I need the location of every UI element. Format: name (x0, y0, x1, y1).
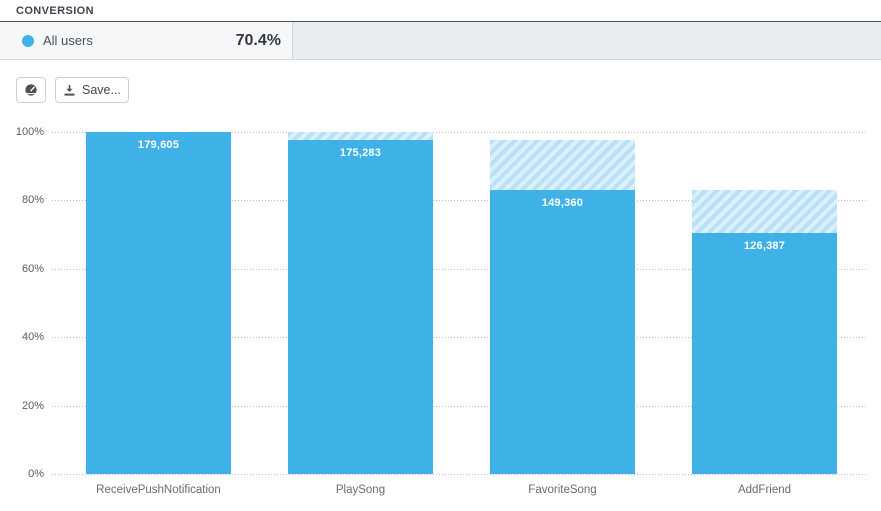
bar-value-label-AddFriend: 126,387 (743, 240, 786, 253)
bar-AddFriend[interactable] (692, 233, 837, 474)
gauge-icon (24, 83, 38, 97)
gridline-20% (52, 405, 866, 407)
bar-FavoriteSong[interactable] (490, 189, 635, 474)
y-axis-tick-20%: 20% (21, 399, 44, 412)
bar-PlaySong[interactable] (288, 140, 433, 474)
y-axis-tick-100%: 100% (15, 126, 44, 138)
y-axis-tick-40%: 40% (21, 331, 44, 344)
x-axis-label-AddFriend: AddFriend (737, 484, 792, 496)
chart-toolbar: Save... (16, 77, 129, 103)
bar-ReceivePushNotification[interactable] (86, 132, 231, 474)
gridline-80% (52, 200, 866, 202)
gridline-40% (52, 337, 866, 339)
bar-value-label-PlaySong: 175,283 (339, 147, 382, 160)
bar-value-label-ReceivePushNotification: 179,605 (137, 139, 180, 151)
gridline-100% (52, 132, 866, 133)
x-axis-label-ReceivePushNotification: ReceivePushNotification (96, 484, 221, 496)
bar-dropoff-PlaySong[interactable] (288, 132, 433, 141)
save-button[interactable]: Save... (55, 77, 129, 103)
gridline-0% (52, 474, 866, 475)
conversion-section-title: CONVERSION (0, 0, 881, 22)
segment-row[interactable]: All users 70.4% (0, 22, 881, 60)
conversion-rate-value: 70.4% (235, 31, 281, 49)
funnel-chart: 0% 20% 40% 60% 80% 100% 179,605 ReceivePushNoti… (0, 112, 881, 511)
bar-dropoff-FavoriteSong[interactable] (490, 140, 635, 190)
bar-dropoff-AddFriend[interactable] (692, 189, 837, 234)
y-axis-tick-80%: 80% (21, 194, 44, 207)
segment-row-spacer (293, 22, 881, 59)
x-axis-label-FavoriteSong: FavoriteSong (528, 484, 597, 496)
dashboard-button[interactable] (16, 77, 46, 103)
gridline-60% (52, 268, 866, 270)
bar-value-label-FavoriteSong: 149,360 (541, 196, 584, 209)
download-icon (63, 84, 76, 97)
segment-summary-cell[interactable]: All users 70.4% (0, 22, 293, 59)
y-axis-tick-60%: 60% (21, 262, 44, 275)
legend-dot-icon (22, 34, 34, 47)
save-button-label: Save... (82, 83, 121, 97)
segment-label: All users (43, 33, 93, 48)
y-axis-tick-0%: 0% (28, 468, 44, 480)
x-axis-label-PlaySong: PlaySong (335, 484, 386, 496)
